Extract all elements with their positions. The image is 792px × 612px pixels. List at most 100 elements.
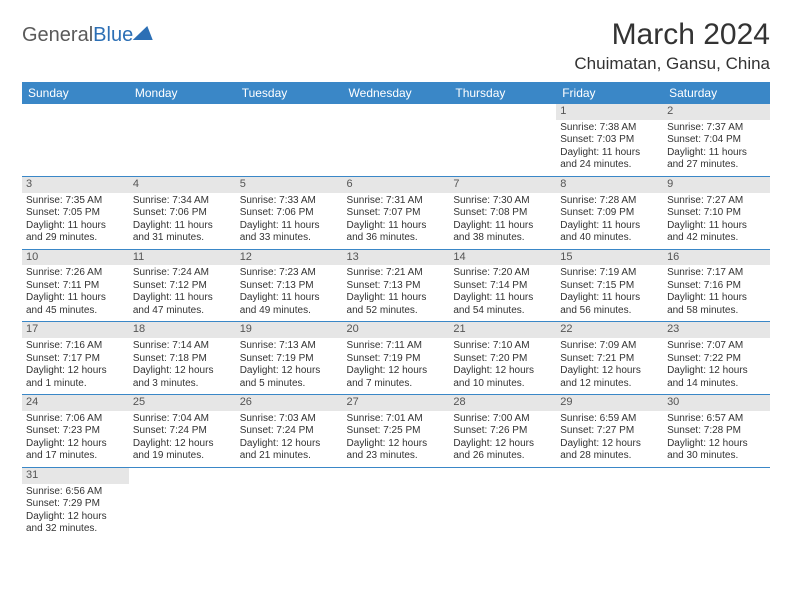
sunset-text: Sunset: 7:12 PM [133,280,232,293]
calendar-cell [556,467,663,539]
header: GeneralBlue March 2024 Chuimatan, Gansu,… [22,18,770,74]
daylight-text: Daylight: 12 hours and 12 minutes. [560,365,659,390]
daylight-text: Daylight: 11 hours and 52 minutes. [347,292,446,317]
calendar-cell: 14Sunrise: 7:20 AMSunset: 7:14 PMDayligh… [449,249,556,322]
calendar-cell: 13Sunrise: 7:21 AMSunset: 7:13 PMDayligh… [343,249,450,322]
daylight-text: Daylight: 11 hours and 58 minutes. [667,292,766,317]
day-number: 23 [663,322,770,338]
sunrise-text: Sunrise: 7:14 AM [133,340,232,353]
logo: GeneralBlue [22,18,155,47]
sunset-text: Sunset: 7:26 PM [453,425,552,438]
daylight-text: Daylight: 11 hours and 54 minutes. [453,292,552,317]
weekday-header: Saturday [663,82,770,104]
sunrise-text: Sunrise: 7:10 AM [453,340,552,353]
sunrise-text: Sunrise: 7:23 AM [240,267,339,280]
day-number: 8 [556,177,663,193]
calendar-cell: 23Sunrise: 7:07 AMSunset: 7:22 PMDayligh… [663,322,770,395]
calendar-cell: 17Sunrise: 7:16 AMSunset: 7:17 PMDayligh… [22,322,129,395]
logo-part2: Blue [93,24,133,46]
calendar-cell: 19Sunrise: 7:13 AMSunset: 7:19 PMDayligh… [236,322,343,395]
sunset-text: Sunset: 7:19 PM [240,353,339,366]
title-block: March 2024 Chuimatan, Gansu, China [574,18,770,74]
sunrise-text: Sunrise: 7:16 AM [26,340,125,353]
calendar-cell: 5Sunrise: 7:33 AMSunset: 7:06 PMDaylight… [236,176,343,249]
sunset-text: Sunset: 7:19 PM [347,353,446,366]
sunset-text: Sunset: 7:28 PM [667,425,766,438]
logo-triangle-icon [133,26,158,40]
day-number: 12 [236,250,343,266]
sunrise-text: Sunrise: 7:21 AM [347,267,446,280]
daylight-text: Daylight: 11 hours and 27 minutes. [667,147,766,172]
calendar-cell: 24Sunrise: 7:06 AMSunset: 7:23 PMDayligh… [22,395,129,468]
weekday-header: Sunday [22,82,129,104]
sunrise-text: Sunrise: 7:34 AM [133,195,232,208]
sunrise-text: Sunrise: 7:01 AM [347,413,446,426]
sunset-text: Sunset: 7:15 PM [560,280,659,293]
daylight-text: Daylight: 12 hours and 23 minutes. [347,438,446,463]
sunset-text: Sunset: 7:24 PM [133,425,232,438]
daylight-text: Daylight: 12 hours and 1 minute. [26,365,125,390]
sunset-text: Sunset: 7:03 PM [560,134,659,147]
sunset-text: Sunset: 7:09 PM [560,207,659,220]
sunrise-text: Sunrise: 7:13 AM [240,340,339,353]
daylight-text: Daylight: 11 hours and 49 minutes. [240,292,339,317]
day-number: 3 [22,177,129,193]
sunset-text: Sunset: 7:08 PM [453,207,552,220]
day-number: 20 [343,322,450,338]
daylight-text: Daylight: 12 hours and 28 minutes. [560,438,659,463]
calendar-week: 24Sunrise: 7:06 AMSunset: 7:23 PMDayligh… [22,395,770,468]
day-number: 14 [449,250,556,266]
daylight-text: Daylight: 12 hours and 5 minutes. [240,365,339,390]
calendar-cell: 7Sunrise: 7:30 AMSunset: 7:08 PMDaylight… [449,176,556,249]
daylight-text: Daylight: 12 hours and 30 minutes. [667,438,766,463]
sunset-text: Sunset: 7:13 PM [240,280,339,293]
daylight-text: Daylight: 12 hours and 14 minutes. [667,365,766,390]
sunrise-text: Sunrise: 7:19 AM [560,267,659,280]
calendar-cell: 25Sunrise: 7:04 AMSunset: 7:24 PMDayligh… [129,395,236,468]
day-number: 26 [236,395,343,411]
day-number: 30 [663,395,770,411]
day-number: 24 [22,395,129,411]
day-number: 31 [22,468,129,484]
calendar-cell: 8 Sunrise: 7:28 AMSunset: 7:09 PMDaylight… [556,176,663,249]
calendar-week: 10Sunrise: 7:26 AMSunset: 7:11 PMDayligh… [22,249,770,322]
calendar-cell: 16Sunrise: 7:17 AMSunset: 7:16 PMDayligh… [663,249,770,322]
sunset-text: Sunset: 7:29 PM [26,498,125,511]
sunset-text: Sunset: 7:18 PM [133,353,232,366]
daylight-text: Daylight: 12 hours and 32 minutes. [26,511,125,536]
sunrise-text: Sunrise: 7:11 AM [347,340,446,353]
day-number: 21 [449,322,556,338]
calendar-cell [663,467,770,539]
calendar-cell: 29Sunrise: 6:59 AMSunset: 7:27 PMDayligh… [556,395,663,468]
daylight-text: Daylight: 12 hours and 10 minutes. [453,365,552,390]
day-number: 11 [129,250,236,266]
calendar-cell [129,104,236,176]
sunrise-text: Sunrise: 7:20 AM [453,267,552,280]
calendar-cell [449,104,556,176]
calendar-cell: 1Sunrise: 7:38 AMSunset: 7:03 PMDaylight… [556,104,663,176]
daylight-text: Daylight: 11 hours and 40 minutes. [560,220,659,245]
sunrise-text: Sunrise: 7:28 AM [560,195,659,208]
sunrise-text: Sunrise: 6:56 AM [26,486,125,499]
daylight-text: Daylight: 12 hours and 21 minutes. [240,438,339,463]
day-number: 17 [22,322,129,338]
calendar-cell: 15Sunrise: 7:19 AMSunset: 7:15 PMDayligh… [556,249,663,322]
sunrise-text: Sunrise: 7:24 AM [133,267,232,280]
calendar-cell: 26Sunrise: 7:03 AMSunset: 7:24 PMDayligh… [236,395,343,468]
day-number: 10 [22,250,129,266]
calendar-cell: 4Sunrise: 7:34 AMSunset: 7:06 PMDaylight… [129,176,236,249]
daylight-text: Daylight: 11 hours and 31 minutes. [133,220,232,245]
sunrise-text: Sunrise: 7:03 AM [240,413,339,426]
calendar-cell [449,467,556,539]
day-number: 29 [556,395,663,411]
daylight-text: Daylight: 11 hours and 47 minutes. [133,292,232,317]
sunset-text: Sunset: 7:06 PM [240,207,339,220]
sunrise-text: Sunrise: 7:30 AM [453,195,552,208]
calendar-cell: 21Sunrise: 7:10 AMSunset: 7:20 PMDayligh… [449,322,556,395]
daylight-text: Daylight: 11 hours and 45 minutes. [26,292,125,317]
sunrise-text: Sunrise: 6:59 AM [560,413,659,426]
daylight-text: Daylight: 11 hours and 29 minutes. [26,220,125,245]
day-number: 9 [663,177,770,193]
day-number: 7 [449,177,556,193]
day-number: 6 [343,177,450,193]
